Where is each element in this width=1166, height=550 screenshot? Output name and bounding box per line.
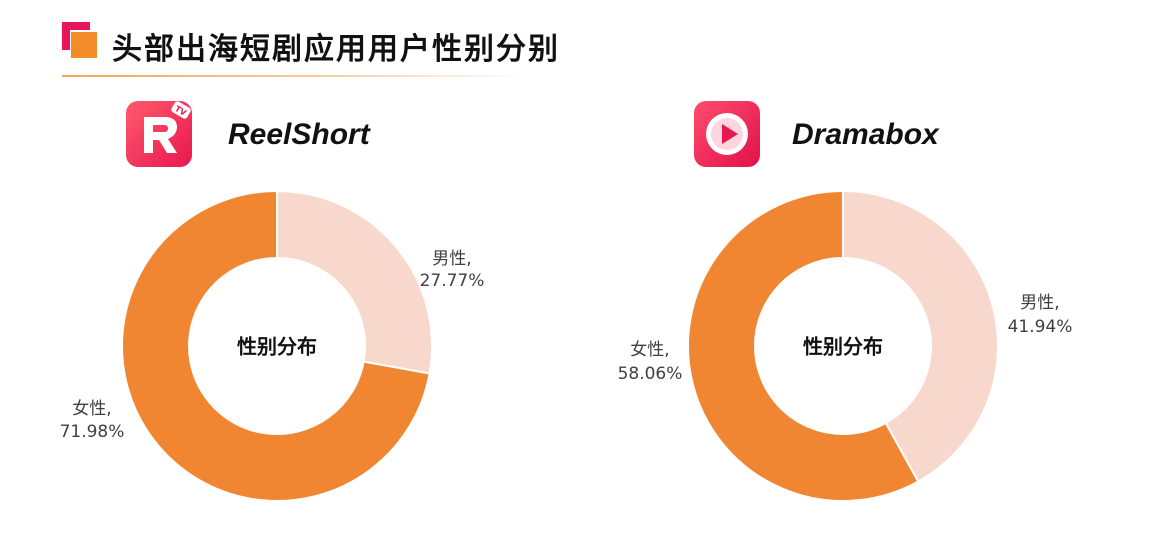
slice-value-label: 41.94% bbox=[1008, 317, 1073, 337]
donut-chart-reelshort: 男性,27.77% 女性, 71.98% 性别分布 bbox=[60, 189, 485, 502]
dramabox-play-logo-icon bbox=[694, 101, 760, 167]
slice-value-label: 58.06% bbox=[618, 364, 683, 384]
slice-category-label: 女性, bbox=[72, 399, 111, 419]
slice-category-label: 男性, bbox=[432, 249, 471, 269]
title-underline bbox=[62, 75, 527, 77]
slice-value-label: 27.77% bbox=[420, 271, 485, 291]
reelshort-logo-icon: TV bbox=[126, 101, 192, 167]
reelshort-app-name: ReelShort bbox=[228, 118, 370, 151]
header-accent-mark bbox=[62, 22, 102, 62]
header-accent-orange-square bbox=[71, 32, 97, 58]
donut-slice-female bbox=[121, 189, 431, 502]
donut-center-label: 性别分布 bbox=[237, 335, 317, 359]
donut-center-label: 性别分布 bbox=[803, 335, 883, 359]
dramabox-app-name: Dramabox bbox=[792, 118, 939, 151]
donut-slice-male bbox=[276, 189, 433, 375]
header-accent-pink-corner bbox=[62, 22, 90, 50]
slice-value-label: 71.98% bbox=[60, 422, 125, 442]
slice-category-label: 男性, bbox=[1020, 293, 1059, 313]
slice-category-label: 女性, bbox=[630, 340, 669, 360]
donut-slice-female bbox=[687, 189, 920, 502]
page-title: 头部出海短剧应用用户性别分别 bbox=[112, 32, 560, 67]
donut-chart-dramabox: 男性, 41.94% 女性, 58.06% 性别分布 bbox=[618, 189, 1073, 502]
donut-slice-male bbox=[842, 189, 999, 483]
